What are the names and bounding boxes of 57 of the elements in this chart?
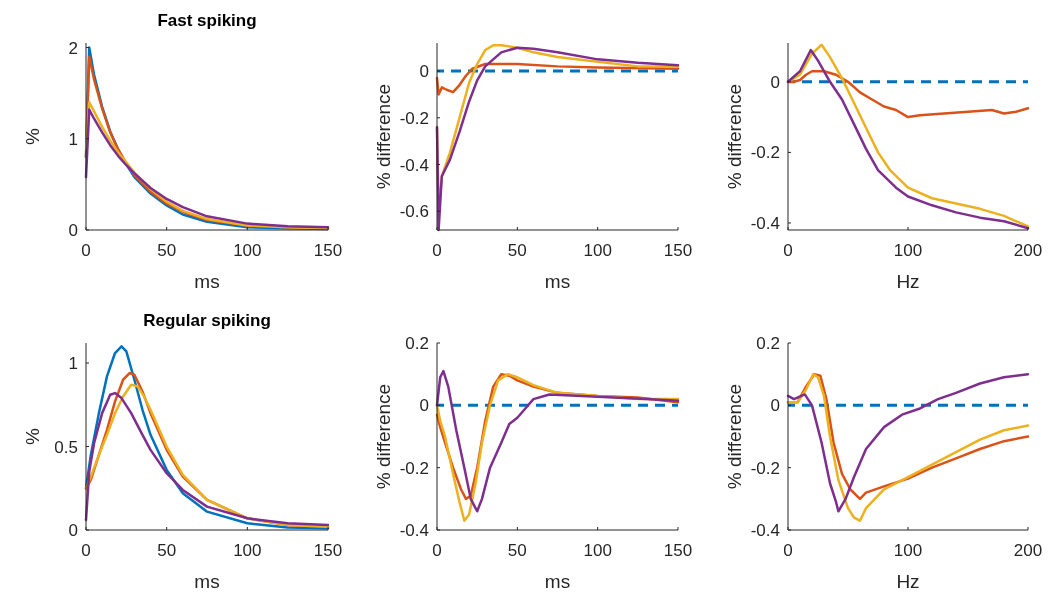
y-tick-label: 0.2 bbox=[405, 334, 429, 353]
x-tick-label: 50 bbox=[157, 241, 177, 260]
x-tick-label: 0 bbox=[81, 241, 91, 260]
x-axis-title: ms bbox=[544, 271, 571, 292]
x-tick-label: 100 bbox=[893, 241, 923, 260]
x-tick-label: 100 bbox=[233, 241, 262, 260]
x-tick-label: 150 bbox=[313, 241, 343, 260]
y-axis-title: % difference bbox=[373, 383, 394, 490]
chart-title: Regular spiking bbox=[143, 311, 271, 330]
x-tick-label: 200 bbox=[1013, 241, 1043, 260]
y-tick-label: 0.5 bbox=[54, 437, 78, 457]
y-tick-label: 1 bbox=[68, 129, 78, 149]
x-tick-label: 50 bbox=[507, 541, 527, 560]
x-tick-label: 150 bbox=[313, 541, 343, 560]
y-tick-label: -0.4 bbox=[399, 521, 429, 540]
y-tick-label: -0.2 bbox=[399, 458, 429, 478]
x-tick-label: 100 bbox=[583, 241, 612, 260]
x-tick-label: 0 bbox=[783, 541, 793, 560]
y-tick-label: 0 bbox=[770, 396, 780, 416]
x-tick-label: 0 bbox=[432, 241, 442, 260]
y-axis-title: % bbox=[22, 427, 43, 445]
x-axis-title: Hz bbox=[896, 271, 920, 292]
y-axis-title: % bbox=[22, 127, 43, 145]
y-axis-title: % difference bbox=[373, 83, 394, 190]
x-tick-label: 100 bbox=[583, 541, 612, 560]
x-tick-label: 100 bbox=[233, 541, 262, 560]
y-tick-label: -0.2 bbox=[750, 458, 780, 478]
y-tick-label: 0 bbox=[770, 72, 780, 92]
y-tick-label: 0.2 bbox=[756, 334, 780, 353]
x-axis-title: Hz bbox=[896, 571, 920, 592]
x-tick-label: 100 bbox=[893, 541, 923, 560]
y-tick-label: -0.4 bbox=[399, 155, 429, 175]
x-tick-label: 150 bbox=[663, 241, 693, 260]
x-tick-label: 0 bbox=[783, 241, 793, 260]
x-tick-label: 200 bbox=[1013, 541, 1043, 560]
x-tick-label: 50 bbox=[157, 541, 177, 560]
y-tick-label: 0 bbox=[68, 521, 78, 540]
y-tick-label: 2 bbox=[68, 38, 78, 58]
y-tick-label: -0.2 bbox=[399, 108, 429, 128]
y-axis-title: % difference bbox=[724, 383, 745, 490]
y-tick-label: -0.6 bbox=[399, 202, 429, 222]
x-tick-label: 150 bbox=[663, 541, 693, 560]
y-tick-label: 0 bbox=[419, 62, 429, 82]
x-axis-title: ms bbox=[544, 571, 571, 592]
y-tick-label: 0 bbox=[419, 396, 429, 416]
y-tick-label: 0 bbox=[68, 221, 78, 240]
y-tick-label: 1 bbox=[68, 354, 78, 374]
y-axis-title: % difference bbox=[724, 83, 745, 190]
y-tick-label: -0.2 bbox=[750, 143, 780, 163]
x-tick-label: 0 bbox=[432, 541, 442, 560]
x-tick-label: 0 bbox=[81, 541, 91, 560]
x-tick-label: 50 bbox=[507, 241, 527, 260]
x-axis-title: ms bbox=[194, 571, 220, 592]
x-axis-title: ms bbox=[194, 271, 220, 292]
chart-title: Fast spiking bbox=[157, 11, 257, 30]
y-tick-label: -0.4 bbox=[750, 521, 780, 540]
y-tick-label: -0.4 bbox=[750, 213, 780, 233]
